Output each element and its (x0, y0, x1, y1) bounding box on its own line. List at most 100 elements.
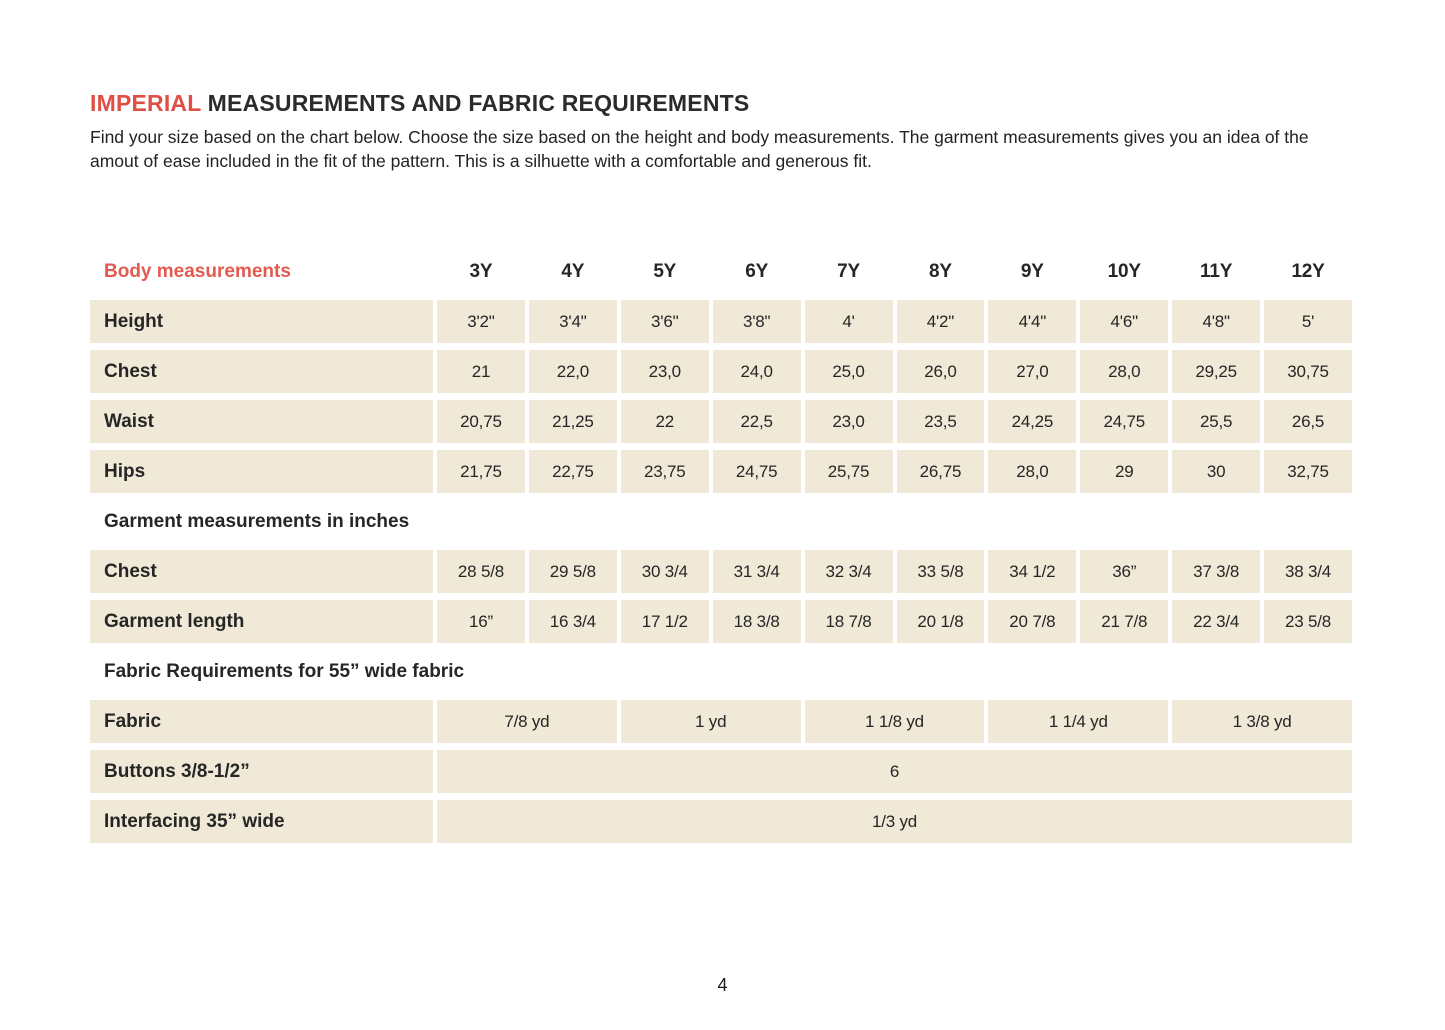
table-row-height: Height 3'2" 3'4" 3'6" 3'8" 4' 4'2" 4'4" … (90, 300, 1352, 343)
table-cell: 22 (620, 400, 709, 443)
table-cell: 5' (1264, 300, 1352, 343)
size-column-header: 5Y (653, 260, 677, 282)
table-cell: 34 1/2 (988, 550, 1077, 593)
table-cell: 3'8" (712, 300, 801, 343)
table-cell: 4' (804, 300, 893, 343)
table-cell: 36” (1080, 550, 1169, 593)
table-cell: 20 1/8 (896, 600, 985, 643)
table-row-garment-length: Garment length 16” 16 3/4 17 1/2 18 3/8 … (90, 600, 1352, 643)
table-cell: 26,5 (1264, 400, 1352, 443)
garment-section-label: Garment measurements in inches (104, 510, 410, 532)
table-cell: 1/3 yd (437, 800, 1352, 843)
table-cell: 26,0 (896, 350, 985, 393)
table-cell: 29 5/8 (528, 550, 617, 593)
table-cell: 38 3/4 (1264, 550, 1352, 593)
table-cell: 24,25 (988, 400, 1077, 443)
table-cell: 25,5 (1172, 400, 1261, 443)
table-row-hips: Hips 21,75 22,75 23,75 24,75 25,75 26,75… (90, 450, 1352, 493)
table-cell: 23,0 (620, 350, 709, 393)
table-cell: 22,75 (528, 450, 617, 493)
body-measurements-label: Body measurements (104, 260, 291, 282)
table-cell: 17 1/2 (620, 600, 709, 643)
table-cell: 4'2" (896, 300, 985, 343)
row-label: Height (90, 300, 433, 343)
table-cell: 23,0 (804, 400, 893, 443)
table-cell: 30 (1172, 450, 1261, 493)
garment-section-row: Garment measurements in inches (90, 500, 1352, 543)
table-cell: 23,75 (620, 450, 709, 493)
table-cell: 22 3/4 (1172, 600, 1261, 643)
row-label: Waist (90, 400, 433, 443)
table-cell: 4'8" (1172, 300, 1261, 343)
intro-text: Find your size based on the chart below.… (90, 127, 1309, 171)
table-cell: 25,0 (804, 350, 893, 393)
title-accent: IMPERIAL (90, 90, 202, 116)
size-column-header: 8Y (929, 260, 952, 282)
table-cell: 30,75 (1264, 350, 1352, 393)
page-number: 4 (717, 975, 728, 995)
table-cell: 29,25 (1172, 350, 1261, 393)
table-cell: 16” (437, 600, 525, 643)
table-header-row: Body measurements 3Y 4Y 5Y 6Y 7Y 8Y 9Y 1… (90, 250, 1352, 293)
table-cell: 21,25 (528, 400, 617, 443)
row-label: Buttons 3/8-1/2” (90, 750, 433, 793)
size-table: Body measurements 3Y 4Y 5Y 6Y 7Y 8Y 9Y 1… (90, 250, 1352, 843)
row-label: Fabric (90, 700, 433, 743)
row-label: Interfacing 35” wide (90, 800, 433, 843)
table-row-fabric: Fabric 7/8 yd 1 yd 1 1/8 yd 1 1/4 yd 1 3… (90, 700, 1352, 743)
table-cell: 27,0 (988, 350, 1077, 393)
table-cell: 32 3/4 (804, 550, 893, 593)
table-cell: 1 3/8 yd (1172, 700, 1352, 743)
table-cell: 32,75 (1264, 450, 1352, 493)
row-label: Garment length (90, 600, 433, 643)
row-label: Hips (90, 450, 433, 493)
table-cell: 6 (437, 750, 1352, 793)
size-column-header: 9Y (1020, 260, 1044, 282)
table-cell: 18 3/8 (712, 600, 801, 643)
table-cell: 4'4" (988, 300, 1077, 343)
page-title: IMPERIAL MEASUREMENTS AND FABRIC REQUIRE… (90, 90, 1352, 117)
table-row-waist: Waist 20,75 21,25 22 22,5 23,0 23,5 24,2… (90, 400, 1352, 443)
size-column-header: 4Y (561, 260, 585, 282)
size-column-header: 10Y (1107, 260, 1141, 282)
table-cell: 21 7/8 (1080, 600, 1169, 643)
size-column-header: 6Y (745, 260, 769, 282)
table-cell: 16 3/4 (528, 600, 617, 643)
table-cell: 1 1/4 yd (988, 700, 1169, 743)
row-label: Chest (90, 550, 433, 593)
table-cell: 1 yd (620, 700, 801, 743)
table-cell: 7/8 yd (437, 700, 617, 743)
table-cell: 23 5/8 (1264, 600, 1352, 643)
table-cell: 20,75 (437, 400, 525, 443)
table-cell: 28 5/8 (437, 550, 525, 593)
size-column-header: 12Y (1291, 260, 1325, 282)
size-column-header: 11Y (1200, 260, 1233, 282)
size-column-header: 7Y (837, 260, 860, 282)
table-cell: 25,75 (804, 450, 893, 493)
table-cell: 18 7/8 (804, 600, 893, 643)
table-cell: 1 1/8 yd (804, 700, 985, 743)
table-cell: 37 3/8 (1172, 550, 1261, 593)
table-cell: 33 5/8 (896, 550, 985, 593)
table-cell: 29 (1080, 450, 1169, 493)
size-column-header: 3Y (469, 260, 493, 282)
table-cell: 31 3/4 (712, 550, 801, 593)
table-cell: 28,0 (988, 450, 1077, 493)
table-row-chest-body: Chest 21 22,0 23,0 24,0 25,0 26,0 27,0 2… (90, 350, 1352, 393)
table-cell: 4'6" (1080, 300, 1169, 343)
table-cell: 26,75 (896, 450, 985, 493)
fabric-section-label: Fabric Requirements for 55” wide fabric (104, 660, 465, 682)
table-cell: 22,5 (712, 400, 801, 443)
title-rest: MEASUREMENTS AND FABRIC REQUIREMENTS (201, 90, 750, 116)
table-cell: 21 (437, 350, 525, 393)
table-cell: 22,0 (528, 350, 617, 393)
table-cell: 21,75 (437, 450, 525, 493)
table-row-interfacing: Interfacing 35” wide 1/3 yd (90, 800, 1352, 843)
table-cell: 24,75 (712, 450, 801, 493)
fabric-section-row: Fabric Requirements for 55” wide fabric (90, 650, 1352, 693)
table-cell: 20 7/8 (988, 600, 1077, 643)
table-cell: 28,0 (1080, 350, 1169, 393)
table-cell: 3'4" (528, 300, 617, 343)
table-row-chest-garment: Chest 28 5/8 29 5/8 30 3/4 31 3/4 32 3/4… (90, 550, 1352, 593)
